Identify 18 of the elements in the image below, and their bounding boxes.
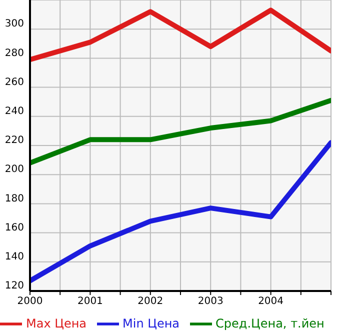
y-tick-label: 200: [4, 164, 24, 176]
y-tick-label: 140: [4, 251, 24, 262]
x-tick-label: 2002: [138, 296, 164, 308]
y-tick-label: 180: [4, 193, 24, 204]
x-tick-label: 2004: [258, 296, 284, 308]
y-tick-label: 300: [4, 18, 24, 30]
legend-label: Сред.Цена, т.йен: [216, 316, 324, 330]
x-tick-label: 2001: [77, 296, 103, 308]
y-tick-label: 260: [4, 76, 24, 88]
y-tick-label: 220: [4, 135, 24, 146]
y-tick-label: 240: [4, 106, 24, 117]
y-tick-label: 120: [4, 280, 24, 292]
y-tick-label: 280: [4, 48, 24, 59]
x-tick-label: 2000: [17, 296, 43, 308]
legend-label: Max Цена: [26, 316, 87, 330]
y-tick-label: 160: [4, 222, 24, 234]
legend-label: Min Цена: [122, 316, 180, 330]
x-tick-label: 2003: [198, 296, 224, 308]
